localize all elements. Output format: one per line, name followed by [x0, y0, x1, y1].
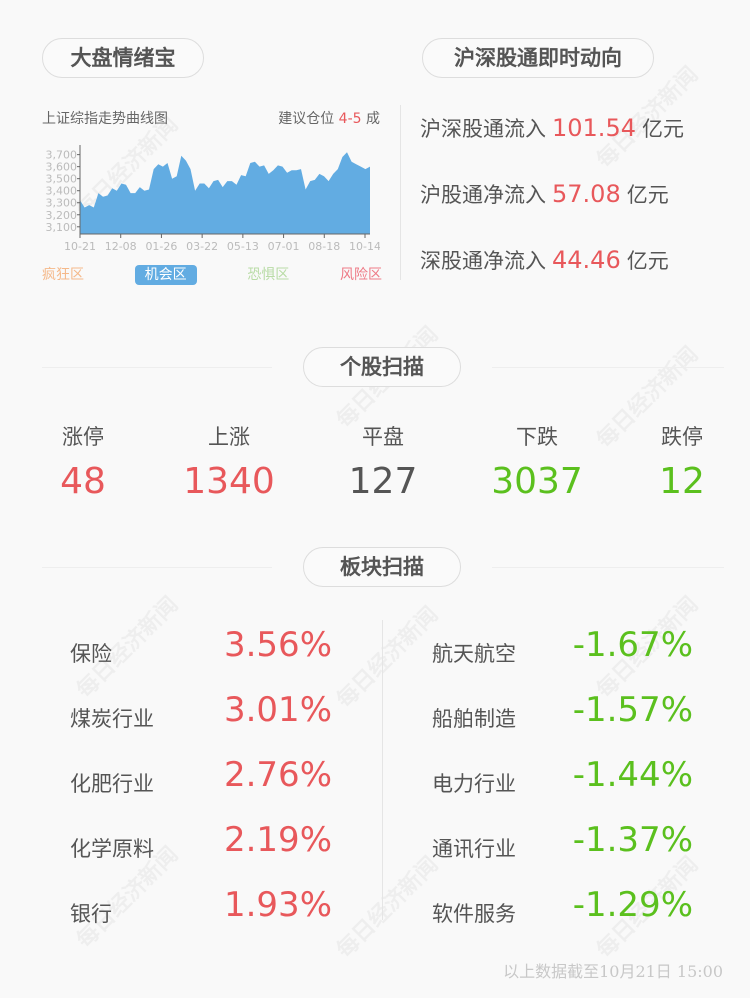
y-tick-label: 3,700 — [46, 149, 78, 162]
flow-value: 44.46 — [552, 246, 621, 274]
sector-name: 航天航空 — [432, 642, 516, 666]
flow-label: 深股通净流入 — [420, 249, 546, 273]
stock-stat: 下跌 3037 — [477, 421, 597, 502]
stocks-title: 个股扫描 — [303, 347, 461, 387]
divider — [492, 367, 724, 368]
y-tick-label: 3,400 — [46, 185, 78, 198]
flow-label: 沪深股通流入 — [420, 117, 546, 141]
sector-change: 2.76% — [223, 755, 332, 795]
watermark: 每日经济新闻 — [328, 848, 444, 964]
stock-stat: 上涨 1340 — [169, 421, 289, 502]
sector-change: -1.44% — [572, 755, 693, 795]
divider — [382, 620, 383, 920]
stat-value: 1340 — [183, 461, 275, 502]
advice-value: 4-5 — [338, 111, 362, 127]
y-tick-label: 3,200 — [46, 209, 78, 222]
zone-2[interactable]: 恐惧区 — [247, 267, 290, 283]
stat-value: 48 — [60, 461, 106, 502]
divider — [42, 367, 272, 368]
sector-name: 化学原料 — [70, 837, 154, 861]
flow-label: 沪股通净流入 — [420, 183, 546, 207]
y-tick-label: 3,500 — [46, 173, 78, 186]
stat-value: 127 — [348, 461, 418, 502]
index-area — [80, 152, 370, 234]
stock-stat: 平盘 127 — [323, 421, 443, 502]
sector-name: 银行 — [70, 902, 112, 926]
flow-value: 101.54 — [552, 114, 636, 142]
sector-change: 1.93% — [223, 885, 332, 925]
divider — [492, 567, 724, 568]
sector-name: 电力行业 — [432, 772, 516, 796]
sector-change: -1.37% — [572, 820, 693, 860]
advice-suffix: 成 — [366, 111, 380, 127]
sectors-title: 板块扫描 — [303, 547, 461, 587]
stock-stat: 跌停 12 — [622, 421, 742, 502]
stock-stat: 涨停 48 — [23, 421, 143, 502]
x-tick-label: 10-14 — [349, 240, 380, 253]
divider — [400, 105, 401, 280]
northbound-title: 沪深股通即时动向 — [422, 38, 654, 78]
stat-label: 上涨 — [208, 425, 250, 449]
position-advice: 建议仓位 4-5 成 — [278, 108, 380, 128]
stat-label: 下跌 — [516, 425, 558, 449]
x-tick-label: 08-18 — [308, 240, 340, 253]
flow-unit: 亿元 — [641, 117, 684, 141]
sector-change: 3.01% — [223, 690, 332, 730]
stat-label: 涨停 — [62, 425, 104, 449]
flow-item: 深股通净流入 44.46 亿元 — [420, 245, 669, 275]
stat-value: 3037 — [491, 461, 583, 502]
zone-3[interactable]: 风险区 — [339, 267, 382, 283]
divider — [42, 567, 272, 568]
zone-1[interactable]: 机会区 — [134, 265, 197, 285]
sector-change: -1.67% — [572, 625, 693, 665]
x-tick-label: 05-13 — [227, 240, 259, 253]
sector-name: 通讯行业 — [432, 837, 516, 861]
sector-name: 保险 — [70, 642, 112, 666]
flow-item: 沪股通净流入 57.08 亿元 — [420, 179, 669, 209]
flow-item: 沪深股通流入 101.54 亿元 — [420, 113, 684, 143]
y-tick-label: 3,600 — [46, 161, 78, 174]
x-tick-label: 03-22 — [186, 240, 218, 253]
sector-name: 煤炭行业 — [70, 707, 154, 731]
advice-prefix: 建议仓位 — [278, 111, 335, 127]
footer-note: 以上数据截至10月21日 15:00 — [503, 962, 723, 981]
sector-change: 3.56% — [223, 625, 332, 665]
sector-name: 软件服务 — [432, 902, 516, 926]
x-tick-label: 07-01 — [268, 240, 300, 253]
watermark: 每日经济新闻 — [328, 598, 444, 714]
sector-change: -1.57% — [572, 690, 693, 730]
stat-label: 跌停 — [661, 425, 703, 449]
chart-label: 上证综指走势曲线图 — [42, 111, 168, 127]
y-tick-label: 3,300 — [46, 197, 78, 210]
flow-unit: 亿元 — [626, 183, 669, 207]
sector-name: 船舶制造 — [432, 707, 516, 731]
sector-change: 2.19% — [223, 820, 332, 860]
stat-label: 平盘 — [362, 425, 404, 449]
zone-0[interactable]: 疯狂区 — [42, 267, 84, 283]
sector-change: -1.29% — [572, 885, 693, 925]
y-tick-label: 3,100 — [46, 221, 78, 234]
zone-legend: 疯狂区 机会区 恐惧区 风险区 — [42, 265, 382, 285]
x-tick-label: 12-08 — [105, 240, 137, 253]
sentiment-title: 大盘情绪宝 — [42, 38, 204, 78]
stat-value: 12 — [659, 461, 705, 502]
x-tick-label: 01-26 — [145, 240, 177, 253]
flow-value: 57.08 — [552, 180, 621, 208]
x-tick-label: 10-21 — [64, 240, 96, 253]
flow-unit: 亿元 — [626, 249, 669, 273]
sector-name: 化肥行业 — [70, 772, 154, 796]
